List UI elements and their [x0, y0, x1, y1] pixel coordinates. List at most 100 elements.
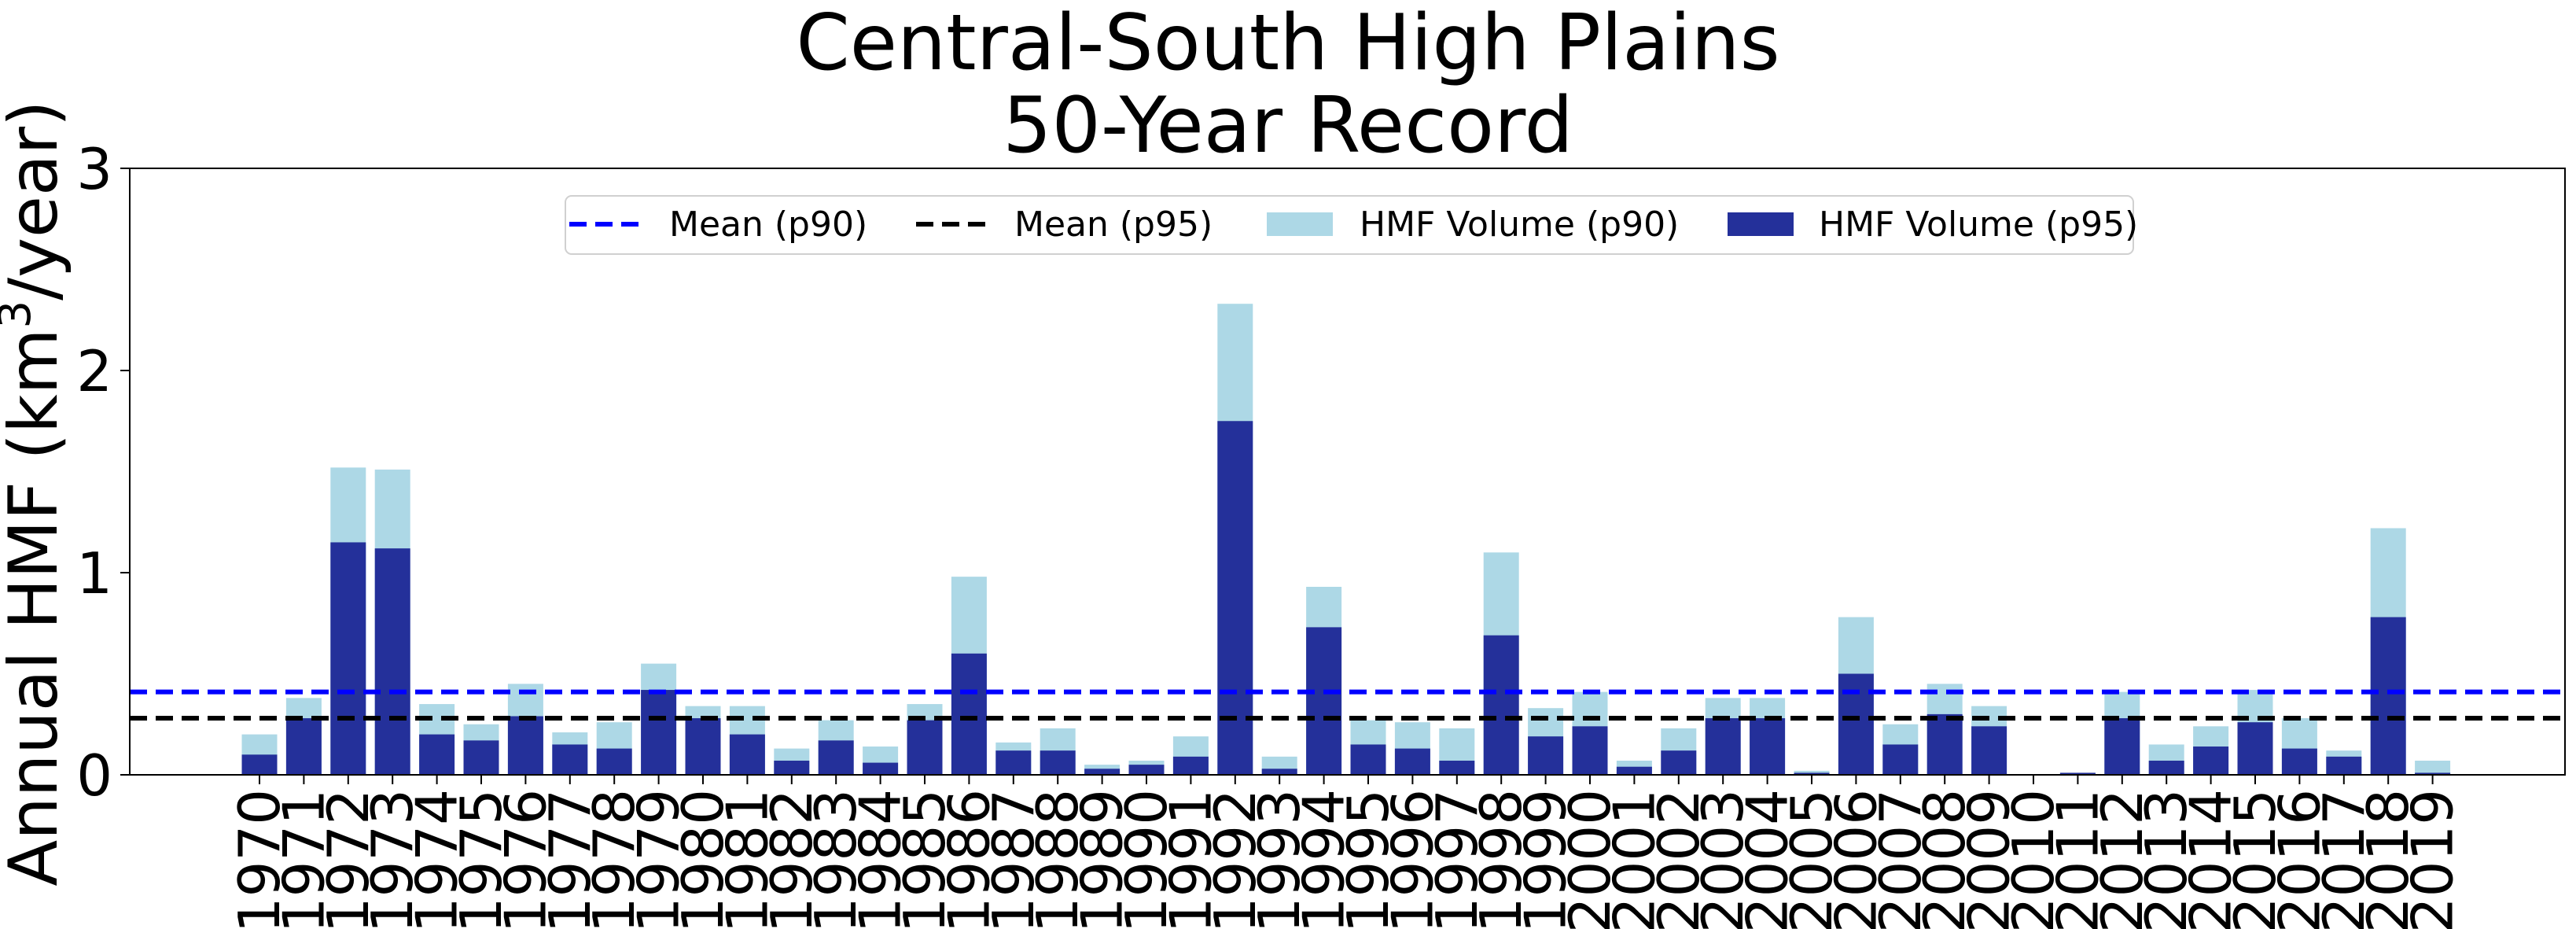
x-tick-label-2017: 2017	[2311, 789, 2377, 929]
bar-hmf-volume-p95-1973	[374, 548, 410, 775]
bar-hmf-volume-p95-2000	[1572, 726, 1608, 775]
bar-hmf-volume-p95-1982	[774, 761, 810, 775]
x-tick-label-2003: 2003	[1690, 789, 1756, 929]
bar-hmf-volume-p95-2016	[2281, 748, 2317, 775]
bar-hmf-volume-p95-2012	[2104, 718, 2140, 775]
bar-hmf-volume-p95-2018	[2370, 617, 2406, 775]
x-tick-label-1977: 1977	[537, 789, 603, 929]
x-tick-label-1988: 1988	[1025, 789, 1091, 929]
x-tick-label-1995: 1995	[1335, 789, 1401, 929]
bar-hmf-volume-p95-1988	[1040, 750, 1076, 775]
bar-hmf-volume-p95-2006	[1838, 673, 1874, 775]
x-tick-label-2015: 2015	[2222, 789, 2288, 929]
y-tick-label-1: 1	[76, 540, 112, 606]
bar-hmf-volume-p95-2019	[2415, 772, 2451, 775]
x-tick-label-2007: 2007	[1868, 789, 1934, 929]
legend-entry-mean-p90: Mean (p90)	[569, 205, 867, 245]
x-tick-label-2005: 2005	[1779, 789, 1845, 929]
bar-hmf-volume-p95-1979	[641, 690, 677, 775]
x-tick-label-2002: 2002	[1646, 789, 1712, 929]
bar-hmf-volume-p95-1970	[241, 754, 278, 775]
x-tick-label-2004: 2004	[1735, 789, 1801, 929]
x-tick-label-1981: 1981	[714, 789, 780, 929]
legend-label-mean-p90: Mean (p90)	[669, 205, 867, 245]
x-tick-label-1992: 1992	[1202, 789, 1268, 929]
bar-hmf-volume-p95-1983	[818, 740, 854, 775]
y-axis-ticks: 0 1 2 3	[76, 136, 130, 809]
bar-hmf-volume-p95-1997	[1439, 761, 1475, 775]
bar-hmf-volume-p95-2008	[1926, 713, 1963, 775]
bar-hmf-volume-p95-1976	[507, 716, 543, 775]
bar-hmf-volume-p95-2017	[2326, 756, 2362, 775]
x-tick-label-1989: 1989	[1069, 789, 1135, 929]
x-tick-label-1975: 1975	[448, 789, 514, 929]
bar-hmf-volume-p95-1984	[863, 762, 899, 775]
x-tick-label-1990: 1990	[1113, 789, 1179, 929]
x-tick-label-1976: 1976	[492, 789, 558, 929]
y-tick-label-2: 2	[76, 338, 112, 404]
legend-label-hmf-p95: HMF Volume (p95)	[1819, 205, 2138, 245]
bar-hmf-volume-p95-1992	[1217, 421, 1253, 775]
x-tick-label-1986: 1986	[936, 789, 1002, 929]
legend-swatch-hmf-p90	[1267, 212, 1333, 236]
bar-hmf-volume-p95-2004	[1750, 718, 1786, 775]
y-axis-label-superscript: 3	[0, 300, 41, 329]
bar-hmf-volume-p95-2009	[1971, 726, 2007, 775]
y-axis-label-text: Annual HMF (km3/year)	[0, 100, 73, 886]
legend-entry-hmf-p95: HMF Volume (p95)	[1728, 205, 2138, 245]
bar-hmf-volume-p95-1990	[1128, 765, 1165, 775]
x-tick-label-2011: 2011	[2044, 789, 2110, 929]
chart-title-line1: Central-South High Plains	[796, 0, 1779, 88]
x-axis-ticks: 1970197119721973197419751976197719781979…	[226, 775, 2466, 929]
y-tick-label-0: 0	[76, 743, 112, 809]
bar-hmf-volume-p95-1975	[463, 740, 499, 775]
bar-hmf-volume-p95-1977	[552, 744, 588, 775]
bar-hmf-volume-p95-1999	[1528, 736, 1564, 775]
x-tick-label-1980: 1980	[670, 789, 736, 929]
bar-hmf-volume-p95-1994	[1306, 627, 1342, 775]
bar-hmf-volume-p95-2013	[2148, 761, 2184, 775]
bar-hmf-volume-p95-1971	[285, 718, 322, 775]
bar-hmf-volume-p95-2011	[2059, 772, 2096, 775]
x-tick-label-1997: 1997	[1424, 789, 1490, 929]
x-tick-label-2001: 2001	[1601, 789, 1667, 929]
bar-hmf-volume-p95-1998	[1483, 635, 1519, 775]
bar-hmf-volume-p95-1978	[596, 748, 632, 775]
bar-hmf-volume-p95-2001	[1616, 766, 1652, 775]
chart-title-line2: 50-Year Record	[1003, 81, 1573, 171]
x-tick-label-2018: 2018	[2355, 789, 2421, 929]
bar-hmf-volume-p95-2014	[2193, 747, 2229, 775]
bar-hmf-volume-p95-2002	[1661, 750, 1697, 775]
bar-hmf-volume-p95-1985	[907, 720, 943, 775]
y-axis-label-tail: /year)	[0, 100, 73, 300]
bar-hmf-volume-p95-2015	[2237, 722, 2273, 775]
bar-hmf-volume-p95-1986	[951, 653, 987, 775]
bar-hmf-volume-p95-1989	[1084, 769, 1121, 775]
plot-frame	[129, 168, 2566, 776]
x-tick-label-2016: 2016	[2266, 789, 2332, 929]
x-tick-label-1970: 1970	[226, 789, 293, 929]
x-tick-label-1983: 1983	[803, 789, 869, 929]
x-tick-label-2009: 2009	[1956, 789, 2022, 929]
bars-layer	[241, 304, 2451, 775]
x-tick-label-1973: 1973	[359, 789, 425, 929]
x-tick-label-2008: 2008	[1912, 789, 1978, 929]
bar-hmf-volume-p95-1991	[1172, 756, 1209, 775]
bar-hmf-volume-p95-1981	[729, 734, 765, 775]
chart-title: Central-South High Plains 50-Year Record	[796, 0, 1779, 171]
legend-swatch-hmf-p95	[1728, 212, 1794, 236]
x-tick-label-1999: 1999	[1513, 789, 1579, 929]
x-tick-label-1998: 1998	[1468, 789, 1534, 929]
bar-hmf-volume-p95-1974	[419, 734, 455, 775]
x-tick-label-1978: 1978	[581, 789, 647, 929]
x-tick-label-1985: 1985	[892, 789, 958, 929]
x-tick-label-1972: 1972	[315, 789, 381, 929]
x-tick-label-2010: 2010	[2000, 789, 2066, 929]
legend-label-mean-p95: Mean (p95)	[1014, 205, 1213, 245]
x-tick-label-1979: 1979	[626, 789, 692, 929]
y-axis-label-main: Annual HMF (km	[0, 328, 73, 886]
legend-label-hmf-p90: HMF Volume (p90)	[1360, 205, 1679, 245]
legend-entry-mean-p95: Mean (p95)	[916, 205, 1213, 245]
bar-hmf-volume-p95-2005	[1794, 772, 1830, 775]
